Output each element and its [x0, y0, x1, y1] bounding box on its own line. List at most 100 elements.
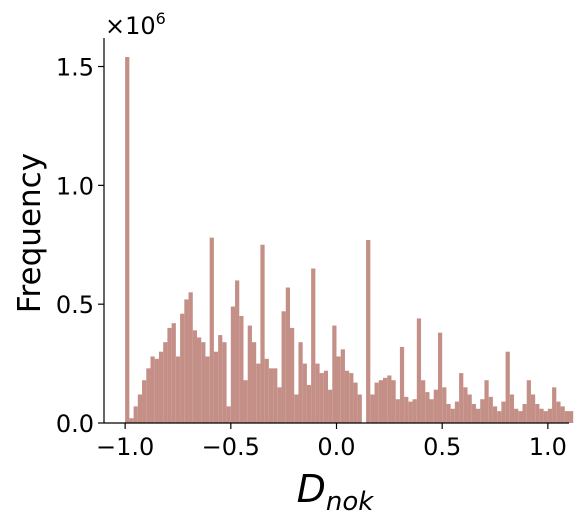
histogram-bar: [505, 351, 510, 423]
histogram-bar: [459, 373, 464, 423]
histogram-bar: [416, 318, 422, 423]
histogram-bar: [357, 394, 362, 423]
histogram-bar: [226, 406, 231, 423]
histogram-bar: [222, 342, 227, 423]
x-axis-label-subscript: nok: [326, 487, 374, 517]
histogram-bar: [306, 384, 312, 423]
histogram-bar: [340, 349, 345, 423]
histogram-bar: [154, 358, 159, 423]
histogram-bar: [370, 394, 375, 423]
histogram-bar: [285, 287, 290, 423]
histogram-bar: [163, 342, 168, 423]
x-tick-label: −1.0: [96, 433, 154, 461]
histogram-bar: [569, 411, 574, 423]
histogram-bar: [180, 313, 185, 423]
histogram-bar: [268, 368, 274, 423]
y-tick-label: 1.5: [56, 54, 94, 82]
histogram-bar: [412, 399, 417, 423]
y-offset-label: ×106: [105, 9, 166, 40]
y-offset-base: ×10: [105, 12, 156, 40]
histogram-bar: [425, 392, 430, 423]
histogram-bar: [421, 380, 426, 423]
histogram-bar: [323, 370, 329, 423]
histogram-bar: [535, 403, 540, 423]
histogram-bar: [213, 351, 219, 423]
histogram-bar: [387, 375, 392, 423]
histogram-bar: [509, 394, 515, 423]
histogram-bar: [471, 403, 476, 423]
histogram-bar: [404, 396, 409, 423]
histogram-bar: [488, 396, 493, 423]
histogram-bar: [188, 292, 193, 423]
histogram-bar: [171, 323, 176, 423]
histogram-bar: [378, 380, 383, 423]
y-axis-label: Frequency: [12, 153, 48, 313]
y-tick-label: 1.0: [56, 172, 94, 200]
histogram-bar: [184, 299, 189, 423]
histogram-bar: [315, 363, 320, 423]
x-axis-label-main: D: [297, 467, 326, 511]
histogram-bar: [146, 368, 151, 423]
histogram-bar: [294, 394, 299, 423]
histogram-bars: [125, 57, 574, 424]
histogram-bar: [547, 408, 553, 423]
histogram-bar: [137, 394, 143, 423]
histogram-bar: [260, 244, 265, 423]
histogram-bar: [399, 346, 405, 423]
histogram-bar: [543, 411, 548, 423]
histogram-bar: [539, 408, 544, 423]
histogram-bar: [336, 356, 341, 423]
histogram-bar: [391, 380, 396, 423]
x-ticks: −1.0 −0.5 0.0 0.5 1.0: [96, 423, 567, 461]
histogram-bar: [201, 342, 206, 423]
histogram-bar: [142, 380, 147, 423]
histogram-bar: [235, 280, 240, 423]
histogram-bar: [467, 394, 472, 423]
histogram-bar: [353, 382, 358, 423]
histogram-bar: [556, 401, 561, 423]
histogram-bar: [463, 387, 468, 423]
histogram-bar: [437, 332, 443, 423]
y-offset-exp: 6: [156, 9, 166, 28]
histogram-bar: [560, 406, 565, 423]
histogram-bar: [319, 373, 324, 423]
histogram-bar: [251, 342, 257, 423]
histogram-bar: [526, 380, 531, 423]
y-tick-label: 0.0: [56, 410, 94, 438]
histogram-bar: [311, 268, 316, 423]
histogram-bar: [332, 325, 337, 423]
y-ticks: 0.0 0.5 1.0 1.5: [56, 54, 104, 438]
x-tick-label: 1.0: [529, 433, 567, 461]
histogram-bar: [442, 387, 447, 423]
x-tick-label: −0.5: [202, 433, 260, 461]
histogram-bar: [264, 358, 269, 423]
x-axis-label: Dnok: [297, 467, 375, 517]
histogram-bar: [344, 370, 350, 423]
histogram-bar: [433, 389, 438, 423]
histogram-bar: [192, 330, 197, 423]
histogram-bar: [243, 380, 248, 423]
histogram-bar: [349, 373, 354, 423]
histogram-bar: [129, 418, 134, 423]
histogram-bar: [450, 408, 455, 423]
histogram-bar: [446, 403, 451, 423]
histogram-bar: [239, 316, 244, 423]
histogram-bar: [518, 411, 523, 423]
histogram-bar: [256, 363, 261, 423]
histogram-bar: [298, 342, 303, 423]
x-tick-label: 0.0: [317, 433, 355, 461]
histogram-bar: [273, 368, 278, 423]
histogram-bar: [454, 401, 460, 423]
histogram-bar: [497, 411, 502, 423]
histogram-bar: [247, 325, 252, 423]
histogram-bar: [522, 403, 527, 423]
histogram-bar: [484, 380, 489, 423]
histogram-bar: [150, 356, 155, 423]
histogram-bar: [395, 399, 400, 423]
histogram-bar: [408, 401, 413, 423]
histogram-bar: [492, 406, 498, 423]
histogram-bar: [205, 356, 210, 423]
histogram-bar: [197, 337, 202, 423]
histogram-bar: [277, 387, 282, 423]
